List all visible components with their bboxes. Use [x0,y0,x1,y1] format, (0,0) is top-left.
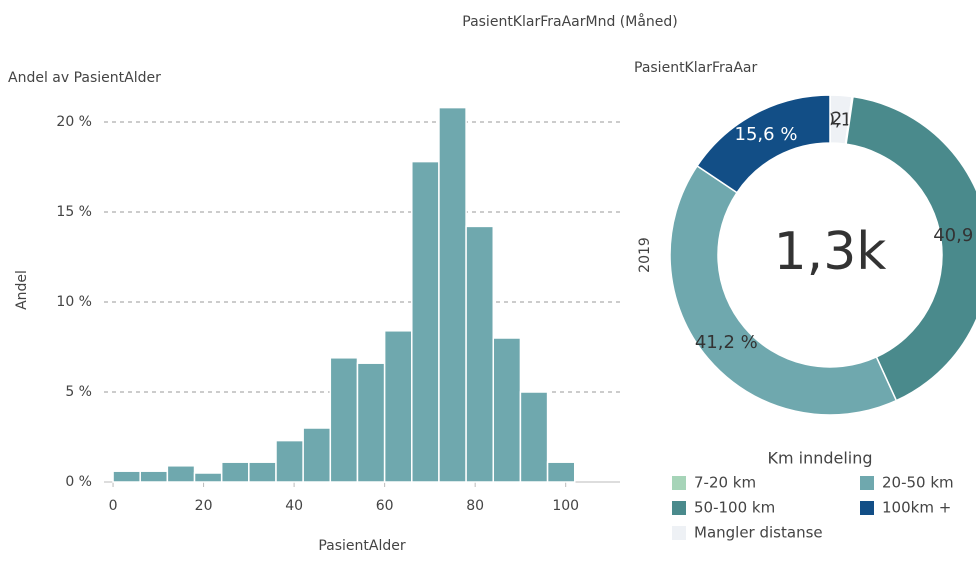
x-tick-label: 80 [466,498,484,514]
bar [383,330,413,483]
bar [546,461,576,483]
donut-slice [696,94,831,194]
y-tick-label: 10 % [56,294,92,310]
legend-swatch [672,501,686,515]
legend-title: Km inndeling [767,449,872,468]
bar [492,337,522,483]
y-tick-label: 0 % [65,474,92,490]
x-tick-label: 40 [285,498,303,514]
legend-swatch [860,476,874,490]
bar [166,465,196,483]
y-tick-label: 15 % [56,204,92,220]
legend-label: 20-50 km [882,474,954,492]
bar [356,362,386,483]
center-label: 1,3k [774,222,887,282]
legend-label: 100km + [882,499,951,517]
legend-label: 7-20 km [694,474,756,492]
bar [220,461,250,483]
bar [465,225,495,483]
x-tick-label: 0 [109,498,118,514]
data-label: 41,2 % [695,332,758,353]
legend-swatch [672,526,686,540]
x-tick-label: 20 [195,498,213,514]
page-title: PasientKlarFraAarMnd (Måned) [462,13,677,30]
legend-swatch [672,476,686,490]
legend-swatch [860,501,874,515]
bar [438,106,467,483]
bar [248,461,277,483]
chart-title: PasientKlarFraAar [634,60,757,76]
x-tick-label: 100 [552,498,579,514]
bar [411,160,440,483]
bar [519,391,549,483]
data-label: 15,6 % [735,124,798,145]
chart-title: Andel av PasientAlder [8,70,161,86]
bar [275,439,304,483]
x-axis-label: PasientAlder [318,538,406,554]
legend-label: Mangler distanse [694,524,823,542]
donut-slice [669,164,898,416]
x-tick-label: 60 [376,498,394,514]
donut-slice [845,95,976,402]
y-tick-label: 20 % [56,114,92,130]
y-axis-label: Andel [14,270,30,310]
bar [139,470,169,483]
bar [112,470,141,483]
y-tick-label: 5 % [65,384,92,400]
bar [193,472,223,483]
legend-label: 50-100 km [694,499,775,517]
row-label: 2019 [637,237,653,273]
bar [302,427,332,483]
data-label: 40,9 % [933,225,976,246]
bar [329,357,359,483]
